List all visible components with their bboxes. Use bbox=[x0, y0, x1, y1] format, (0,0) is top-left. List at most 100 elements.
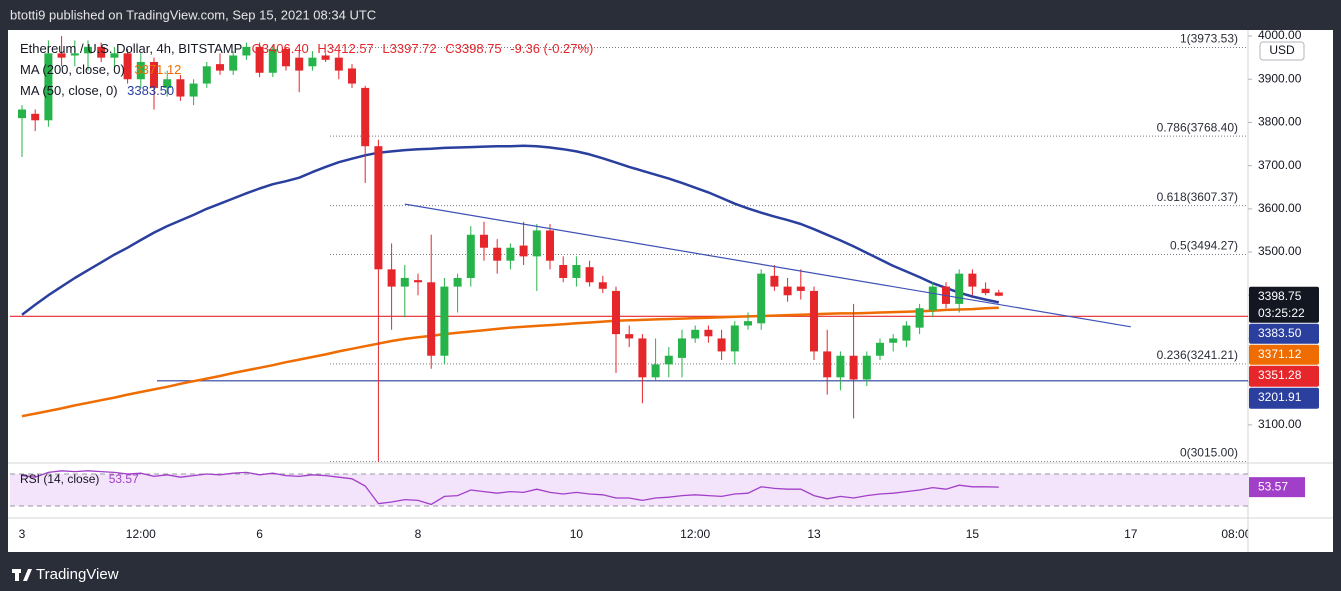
candle-body bbox=[387, 269, 396, 287]
x-tick-label: 12:00 bbox=[680, 527, 710, 541]
candle-body bbox=[572, 265, 581, 278]
logo-shape bbox=[15, 569, 19, 581]
x-tick-label: 08:00 bbox=[1221, 527, 1251, 541]
rsi-name: RSI (14, close) bbox=[20, 472, 99, 486]
fib-label: 1(3973.53) bbox=[1180, 32, 1238, 46]
y-tick-label: 3500.00 bbox=[1258, 244, 1302, 258]
candle-body bbox=[625, 334, 634, 339]
rsi-badge-label: 53.57 bbox=[1258, 479, 1288, 493]
candle-body bbox=[97, 46, 106, 58]
candle-body bbox=[229, 55, 238, 71]
candle-body bbox=[915, 308, 924, 328]
x-tick-label: 10 bbox=[570, 527, 584, 541]
high-label: H3412.57 bbox=[317, 41, 373, 56]
candle-body bbox=[678, 338, 686, 358]
rsi-band bbox=[10, 474, 1248, 506]
x-tick-label: 13 bbox=[807, 527, 821, 541]
candle-body bbox=[440, 286, 449, 356]
candle-body bbox=[493, 247, 502, 261]
fib-label: 0.236(3241.21) bbox=[1157, 348, 1238, 362]
candle-body bbox=[823, 351, 832, 378]
y-tick-label: 3800.00 bbox=[1258, 115, 1302, 129]
candle-body bbox=[163, 79, 172, 88]
x-tick-label: 6 bbox=[256, 527, 263, 541]
candle-body bbox=[295, 57, 304, 71]
candle-body bbox=[400, 277, 409, 287]
candle-body bbox=[612, 290, 620, 335]
candle-body bbox=[585, 267, 594, 283]
candle-body bbox=[506, 247, 515, 261]
fib-label: 0.618(3607.37) bbox=[1157, 190, 1238, 204]
ma200-badge bbox=[1249, 344, 1319, 365]
candle-body bbox=[216, 64, 224, 71]
candle-body bbox=[123, 53, 132, 80]
candle-body bbox=[414, 280, 422, 283]
ma-line bbox=[21, 306, 999, 418]
candle-body bbox=[770, 275, 779, 287]
time-axis: 3 12:00 6 8 10 12:00 13 15 17 08:00 bbox=[19, 527, 1251, 541]
candle-body bbox=[202, 66, 211, 84]
level-badge bbox=[1249, 387, 1319, 409]
legend-row: RSI (14, close) 53.57 bbox=[20, 472, 139, 486]
candle-body bbox=[57, 53, 66, 58]
rsi-value: 53.57 bbox=[109, 472, 139, 486]
candle-body bbox=[810, 290, 818, 352]
y-tick-label: 3900.00 bbox=[1258, 71, 1302, 85]
candle-body bbox=[453, 277, 462, 287]
x-tick-label: 8 bbox=[415, 527, 422, 541]
logo-text: TradingView bbox=[36, 566, 119, 583]
ma200-badge-label: 3371.12 bbox=[1258, 347, 1302, 361]
candle-body bbox=[664, 355, 673, 365]
price-badge bbox=[1249, 286, 1319, 323]
candle-body bbox=[44, 53, 53, 121]
close-label: C3398.75 bbox=[445, 41, 501, 56]
level-badge bbox=[1249, 365, 1319, 387]
legend-row: MA (50, close, 0) 3383.50 bbox=[20, 83, 174, 98]
trendline bbox=[404, 203, 1131, 328]
footer-logo: TradingView bbox=[12, 566, 119, 583]
candle-body bbox=[84, 46, 92, 54]
candle-body bbox=[519, 245, 528, 257]
candle-body bbox=[282, 49, 290, 67]
candle-body bbox=[255, 46, 264, 73]
ma200-value: 3371.12 bbox=[134, 62, 181, 77]
price-badge-label: 03:25:22 bbox=[1258, 306, 1305, 320]
candle-body bbox=[268, 49, 277, 73]
candle-body bbox=[546, 230, 554, 261]
candle-body bbox=[981, 288, 990, 294]
candle-body bbox=[18, 109, 26, 119]
candle-body bbox=[532, 230, 541, 257]
change-label: -9.36 (-0.27%) bbox=[510, 41, 593, 56]
ma50-value: 3383.50 bbox=[127, 83, 174, 98]
candle-body bbox=[876, 342, 884, 356]
logo-shape bbox=[23, 569, 32, 581]
candle-body bbox=[955, 273, 964, 304]
candle-body bbox=[110, 53, 119, 58]
rsi-line bbox=[21, 470, 999, 506]
price-badge-label: 3398.75 bbox=[1258, 289, 1302, 303]
y-tick-label: 3700.00 bbox=[1258, 158, 1302, 172]
candle-body bbox=[717, 338, 726, 352]
candle-body bbox=[176, 79, 185, 97]
candle-body bbox=[31, 113, 40, 121]
candle-body bbox=[783, 286, 792, 296]
ma-line bbox=[21, 144, 1000, 316]
x-tick-label: 15 bbox=[966, 527, 980, 541]
rsi-badge bbox=[1249, 477, 1305, 498]
candle-body bbox=[427, 282, 436, 356]
x-tick-label: 17 bbox=[1124, 527, 1138, 541]
ma50-name: MA (50, close, 0) bbox=[20, 83, 118, 98]
candle-body bbox=[862, 355, 871, 380]
publish-info: btotti9 published on TradingView.com, Se… bbox=[10, 7, 376, 22]
level-badge-label: 3201.91 bbox=[1258, 390, 1302, 404]
candle-body bbox=[704, 329, 713, 337]
chart-area bbox=[8, 30, 1333, 552]
currency-box bbox=[1259, 41, 1305, 61]
candle-body bbox=[744, 321, 752, 326]
level-badge-label: 3351.28 bbox=[1258, 368, 1302, 382]
currency: USD bbox=[1269, 43, 1295, 57]
candle-body bbox=[691, 329, 700, 339]
symbol: Ethereum / U.S. Dollar, 4h, BITSTAMP bbox=[20, 41, 242, 56]
ma50-badge bbox=[1249, 323, 1319, 344]
